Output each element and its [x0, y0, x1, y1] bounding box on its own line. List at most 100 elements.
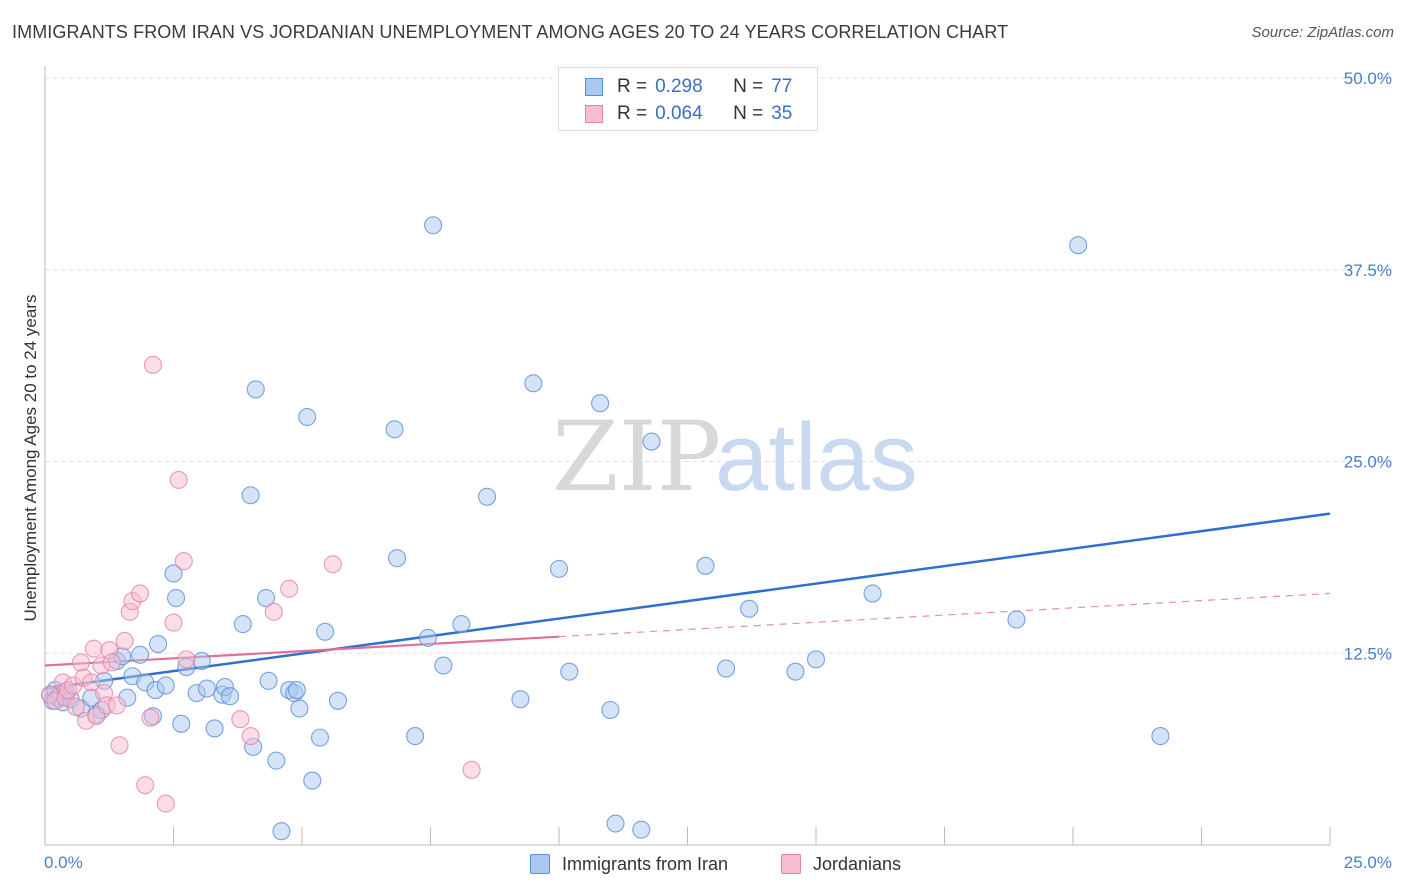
- jordanian-trend-extension: [558, 592, 1331, 638]
- jordanian-point: [131, 584, 150, 603]
- x-tick-label: 0.0%: [44, 853, 83, 872]
- iran-point: [524, 374, 543, 393]
- iran-point: [549, 559, 569, 578]
- iran-point: [696, 556, 715, 575]
- jordanian-point: [177, 650, 196, 669]
- legend-swatch-pink: [585, 105, 603, 123]
- jordanian-point: [241, 727, 260, 746]
- iran-point: [246, 380, 265, 399]
- legend-n-value: 77: [771, 76, 793, 97]
- iran-point: [167, 588, 186, 608]
- iran-point: [267, 751, 286, 770]
- legend-r-value: 0.064: [655, 103, 703, 124]
- jordanian-point: [66, 697, 85, 716]
- iran-point: [406, 727, 425, 746]
- iran-point: [205, 719, 224, 738]
- legend-r-label: R =: [617, 76, 648, 97]
- iran-point: [156, 676, 175, 695]
- iran-point: [1069, 236, 1088, 255]
- legend-row-jordanians: R = 0.064 N = 35: [585, 102, 792, 126]
- iran-point: [316, 622, 335, 641]
- bottom-legend-swatch-blue: [530, 854, 550, 874]
- iran-point: [863, 584, 882, 603]
- iran-point: [806, 650, 826, 669]
- iran-point: [256, 588, 276, 608]
- iran-point: [424, 216, 443, 235]
- jordanian-point: [71, 653, 91, 672]
- iran-point: [310, 728, 330, 747]
- legend: R = 0.298 N = 77 R = 0.064 N = 35: [558, 67, 818, 131]
- iran-point: [452, 615, 471, 634]
- y-axis-label: Unemployment Among Ages 20 to 24 years: [21, 295, 40, 622]
- legend-n-label: N =: [733, 76, 764, 97]
- iran-point: [192, 651, 211, 670]
- jordanian-point: [143, 355, 162, 374]
- iran-point: [259, 671, 278, 690]
- iran-point: [477, 487, 497, 506]
- watermark: ZIP atlas: [552, 401, 918, 513]
- legend-r-label: R =: [617, 103, 648, 124]
- legend-swatch-blue: [585, 78, 603, 96]
- iran-point: [131, 645, 150, 664]
- jordanian-trend-line: [44, 635, 560, 667]
- iran-point: [298, 407, 317, 427]
- trend-lines: [44, 512, 1331, 690]
- jordanian-point: [82, 673, 101, 692]
- iran-point: [632, 820, 651, 839]
- jordanian-point: [84, 639, 103, 658]
- iran-point: [716, 659, 736, 678]
- iran-point: [220, 687, 240, 706]
- jordanian-point: [174, 552, 193, 571]
- jordanian-point: [107, 696, 127, 715]
- jordanian-point: [323, 555, 342, 574]
- watermark-atlas: atlas: [715, 404, 918, 511]
- jordanian-point: [141, 708, 160, 727]
- iran-point: [290, 699, 309, 718]
- jordanian-point: [264, 602, 283, 621]
- iran-point: [511, 690, 530, 709]
- source-credit: Source: ZipAtlas.com: [1251, 24, 1394, 41]
- legend-n-value: 35: [771, 103, 793, 124]
- chart-title: IMMIGRANTS FROM IRAN VS JORDANIAN UNEMPL…: [12, 22, 1009, 42]
- jordanian-point: [231, 710, 250, 729]
- legend-n-label: N =: [733, 103, 764, 124]
- jordanian-point: [169, 470, 188, 489]
- bottom-legend-label: Immigrants from Iran: [562, 853, 729, 874]
- iran-point: [740, 599, 759, 618]
- y-tick-label: 12.5%: [1344, 644, 1392, 663]
- watermark-zip: ZIP: [552, 401, 721, 513]
- iran-point: [601, 700, 620, 720]
- y-tick-label: 50.0%: [1344, 69, 1392, 88]
- jordanian-point: [136, 776, 155, 795]
- jordanian-point: [110, 736, 129, 755]
- iran-point: [172, 714, 191, 733]
- bottom-legend-swatch-pink: [781, 854, 801, 874]
- jordanian-point: [280, 579, 299, 598]
- y-tick-label: 37.5%: [1344, 261, 1392, 280]
- bottom-legend-jordanians: Jordanians: [781, 852, 901, 876]
- iran-point: [272, 822, 291, 841]
- x-tick-label: 25.0%: [1344, 853, 1392, 872]
- tick-labels: 12.5% 25.0% 37.5% 50.0% 0.0% 25.0%: [44, 69, 1392, 872]
- iran-point: [328, 691, 348, 710]
- legend-row-iran: R = 0.298 N = 77: [585, 75, 792, 99]
- iran-point: [1007, 610, 1026, 629]
- y-axis-label-group: Unemployment Among Ages 20 to 24 years: [21, 295, 40, 622]
- iran-point: [241, 486, 260, 505]
- jordanian-point: [102, 653, 121, 672]
- iran-point: [642, 432, 661, 451]
- bottom-legend-label: Jordanians: [813, 853, 902, 874]
- iran-point: [434, 656, 453, 675]
- iran-point: [1151, 727, 1170, 746]
- jordanian-point: [462, 760, 481, 779]
- iran-point: [303, 771, 322, 790]
- iran-point: [149, 634, 168, 654]
- jordanian-point: [164, 613, 183, 632]
- jordanian-point: [115, 631, 134, 651]
- axes: [44, 66, 1331, 846]
- iran-point: [233, 615, 252, 634]
- iran-point: [606, 814, 625, 833]
- iran-point: [388, 549, 407, 568]
- bottom-legend-iran: Immigrants from Iran: [530, 852, 728, 876]
